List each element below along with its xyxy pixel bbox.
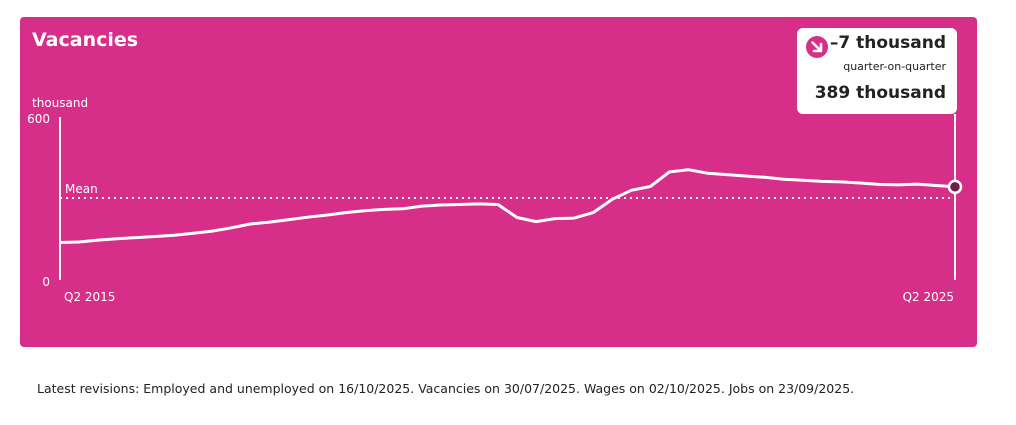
vacancies-card: Vacancies thousand 600 0 Mean Q2 2015 Q2… <box>20 17 977 347</box>
series-line-0 <box>59 168 956 244</box>
revisions-footnote: Latest revisions: Employed and unemploye… <box>37 381 855 396</box>
change-note: quarter-on-quarter <box>843 60 946 73</box>
y-tick-label-min: 0 <box>42 275 50 289</box>
change-value: –7 thousand <box>829 33 946 53</box>
arrow-down-right-icon <box>806 36 828 58</box>
mean-label: Mean <box>65 182 98 196</box>
latest-value: 389 thousand <box>814 83 946 103</box>
y-tick-label-max: 600 <box>27 112 50 126</box>
series-layer <box>59 168 963 244</box>
card-title: Vacancies <box>32 29 139 51</box>
x-end-label: Q2 2025 <box>903 290 954 304</box>
y-axis-label: thousand <box>32 96 88 110</box>
latest-point-marker <box>947 179 963 195</box>
x-start-label: Q2 2015 <box>64 290 115 304</box>
change-callout: –7 thousand quarter-on-quarter 389 thous… <box>797 28 957 114</box>
vacancies-chart: thousand 600 0 Mean Q2 2015 Q2 2025 <box>27 96 963 304</box>
